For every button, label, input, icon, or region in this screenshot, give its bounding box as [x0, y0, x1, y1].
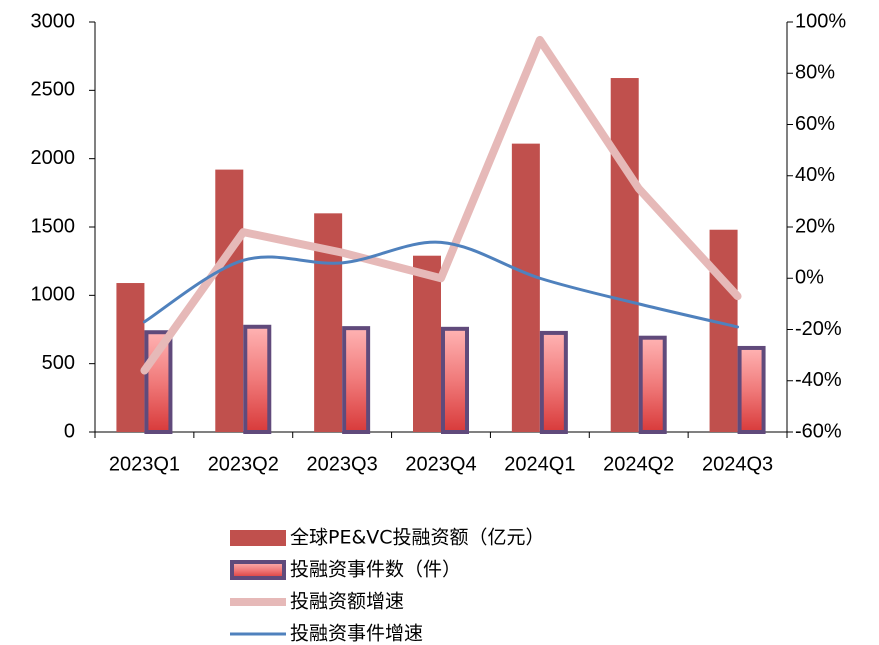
bar — [215, 169, 244, 432]
bar — [342, 326, 371, 434]
x-tick-label: 2024Q3 — [702, 453, 773, 475]
y2-tick-label: 20% — [795, 215, 835, 237]
y2-tick-label: 60% — [795, 113, 835, 135]
bar — [441, 326, 469, 435]
line — [142, 240, 740, 329]
line — [140, 35, 742, 375]
y2-tick-label: -40% — [795, 369, 842, 391]
x-tick-label: 2024Q1 — [504, 453, 575, 475]
legend-label: 投融资事件数（件） — [290, 559, 461, 581]
legend-swatch — [230, 530, 286, 546]
y2-tick-label: 40% — [795, 164, 835, 186]
y-tick-label: 500 — [42, 352, 75, 374]
bar — [511, 143, 540, 432]
bar — [539, 330, 568, 434]
x-tick-label: 2024Q2 — [603, 453, 674, 475]
bar — [737, 345, 766, 435]
y-tick-label: 2500 — [31, 79, 76, 101]
legend-label: 投融资额增速 — [290, 591, 404, 613]
bar — [638, 335, 667, 435]
x-tick-label: 2023Q3 — [307, 453, 378, 475]
bar — [413, 255, 441, 432]
y2-tick-label: -20% — [795, 318, 842, 340]
legend-swatch — [230, 560, 286, 580]
y2-tick-label: -60% — [795, 420, 842, 442]
y-tick-label: 3000 — [31, 10, 76, 32]
bar — [709, 229, 738, 432]
x-tick-label: 2023Q4 — [405, 453, 476, 475]
y2-tick-label: 80% — [795, 62, 835, 84]
bar — [116, 283, 145, 432]
legend-label: 投融资事件增速 — [290, 623, 423, 645]
y-tick-label: 0 — [64, 420, 75, 442]
x-tick-label: 2023Q2 — [208, 453, 279, 475]
bar — [243, 324, 272, 434]
y-tick-label: 1500 — [31, 215, 76, 237]
y2-tick-label: 0% — [795, 267, 824, 289]
y2-tick-label: 100% — [795, 10, 846, 32]
y-tick-label: 2000 — [31, 147, 76, 169]
bar — [610, 78, 639, 433]
legend-label: 全球PE&VC投融资额（亿元） — [290, 527, 545, 549]
x-tick-label: 2023Q1 — [109, 453, 180, 475]
y-tick-label: 1000 — [31, 284, 76, 306]
